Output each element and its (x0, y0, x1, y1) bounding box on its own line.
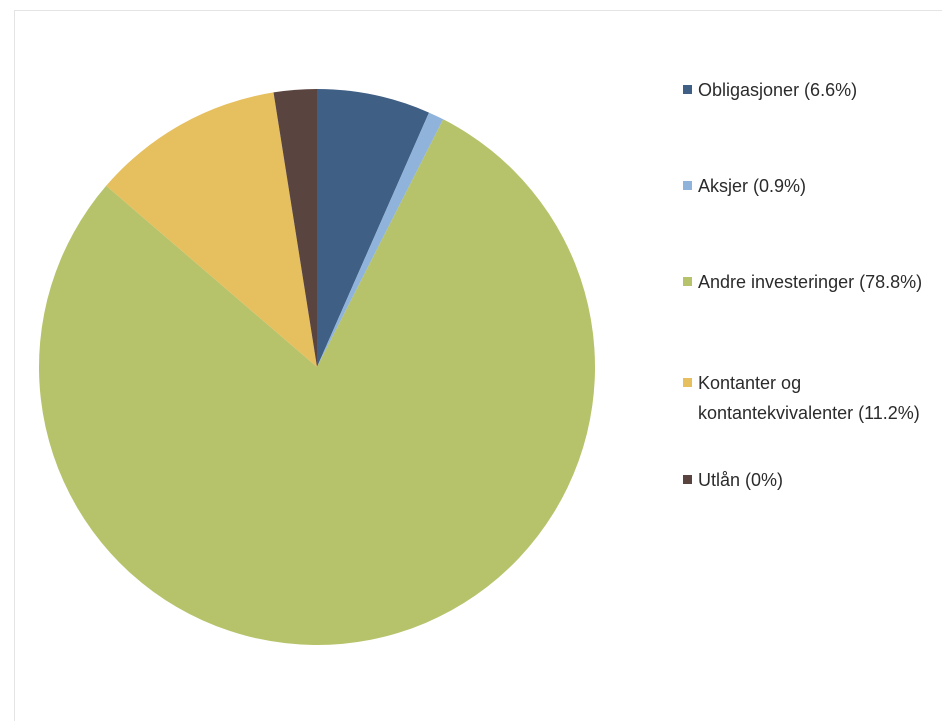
legend-item: Utlån (0%) (683, 465, 943, 495)
legend-label: Aksjer (0.9%) (698, 176, 807, 196)
legend-label: Obligasjoner (6.6%) (698, 80, 858, 100)
legend-swatch (683, 181, 692, 190)
chart-frame: Obligasjoner (6.6%) Aksjer (0.9%) Andre in… (14, 10, 942, 721)
legend-swatch (683, 475, 692, 484)
legend-item: Kontanter og kontantekvivalenter (11.2%) (683, 368, 943, 428)
legend-item: Aksjer (0.9%) (683, 171, 943, 201)
legend-label: Kontanter og kontantekvivalenter (11.2%) (698, 373, 920, 423)
legend-swatch (683, 85, 692, 94)
legend-label: Andre investeringer (78.8%) (698, 272, 923, 292)
legend-item: Obligasjoner (6.6%) (683, 75, 943, 105)
legend-swatch (683, 277, 692, 286)
pie-slice-0 (317, 89, 430, 367)
pie-chart (38, 89, 596, 645)
legend-swatch (683, 378, 692, 387)
legend-label: Utlån (0%) (698, 470, 784, 490)
legend-item: Andre investeringer (78.8%) (683, 267, 943, 297)
pie-slice-4 (273, 89, 317, 367)
pie-slice-1 (317, 112, 444, 367)
pie-slice-2 (38, 119, 596, 645)
pie-slice-3 (106, 92, 317, 367)
